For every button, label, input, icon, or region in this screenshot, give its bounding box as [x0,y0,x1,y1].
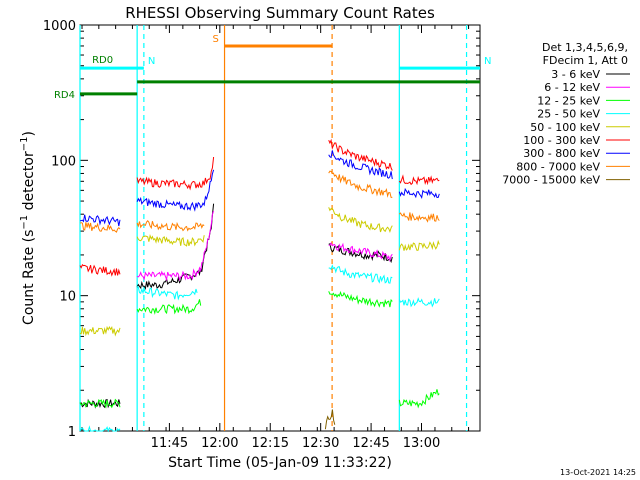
series-line [398,297,440,308]
flag-label: N [484,56,491,67]
series-line [398,389,440,409]
series-line [398,174,440,186]
legend-header-1: Det 1,3,4,5,6,9, [542,41,628,54]
flag-label: RD4 [54,90,75,101]
series-line [136,156,215,191]
series-line [79,398,121,409]
legend-header-2: FDecim 1, Att 0 [543,54,628,67]
plot-area [79,24,481,432]
x-tick-label: 12:15 [252,436,289,451]
y-tick-label: 100 [51,154,76,169]
series-line [328,170,393,198]
y-label-sup-1: −1 [19,215,30,230]
y-label-sup-2: −1 [19,137,30,152]
series-line [136,299,202,315]
axis-layer: 1 10 100 1000 11:45 12:00 12:15 12:30 12:45 13:00 [43,19,480,451]
series-line [328,138,393,171]
series-line [398,239,440,251]
flag-label: S [213,34,219,45]
x-tick-label: 13:00 [403,436,440,451]
legend-label: 3 - 6 keV [551,68,600,81]
x-axis-label: Start Time (05-Jan-09 11:33:22) [168,455,392,471]
series-line [136,234,205,247]
x-tick-label: 12:30 [302,436,339,451]
series-layer [79,138,440,433]
series-line [328,207,393,233]
marker-line-layer [79,25,468,431]
series-line [79,214,121,227]
legend-label: 25 - 50 keV [537,108,600,121]
series-line [398,187,440,199]
series-line [328,242,393,263]
legend-label: 100 - 300 keV [523,134,600,147]
series-line [136,210,215,282]
series-line [328,150,393,180]
legend-label: 300 - 800 keV [523,147,600,160]
y-tick-label: 10 [59,290,76,305]
x-tick-label: 12:45 [352,436,389,451]
series-line [79,325,121,337]
footer-date: 13-Oct-2021 14:25 [560,468,636,477]
legend: Det 1,3,4,5,6,9, FDecim 1, Att 0 3 - 6 k… [502,41,630,187]
flag-label: N [148,56,155,67]
series-line [136,220,205,232]
x-tick-label: 11:45 [151,436,188,451]
series-line [79,264,121,277]
y-label-part-2: detector [21,151,37,215]
series-line [136,169,215,212]
y-label-part-1: Count Rate (s [21,230,37,325]
series-line [328,264,393,284]
legend-label: 6 - 12 keV [544,81,600,94]
y-tick-label: 1000 [43,19,76,34]
series-line [79,222,121,233]
flag-label: RD0 [92,55,113,66]
series-line [136,285,198,301]
y-axis-label: Count Rate (s−1 detector−1) [19,131,37,325]
series-line [398,212,440,223]
y-tick-label: 1 [68,425,76,440]
legend-label: 7000 - 15000 keV [502,174,600,187]
series-line [79,425,121,433]
x-tick-label: 12:00 [201,436,238,451]
series-line [324,409,336,430]
legend-label: 800 - 7000 keV [516,160,600,173]
legend-label: 12 - 25 keV [537,94,600,107]
flag-layer: N N S RD0 RD4 [54,34,492,101]
y-label-part-3: ) [21,131,37,136]
series-line [328,290,393,308]
legend-label: 50 - 100 keV [530,121,600,134]
chart-title: RHESSI Observing Summary Count Rates [125,4,435,22]
